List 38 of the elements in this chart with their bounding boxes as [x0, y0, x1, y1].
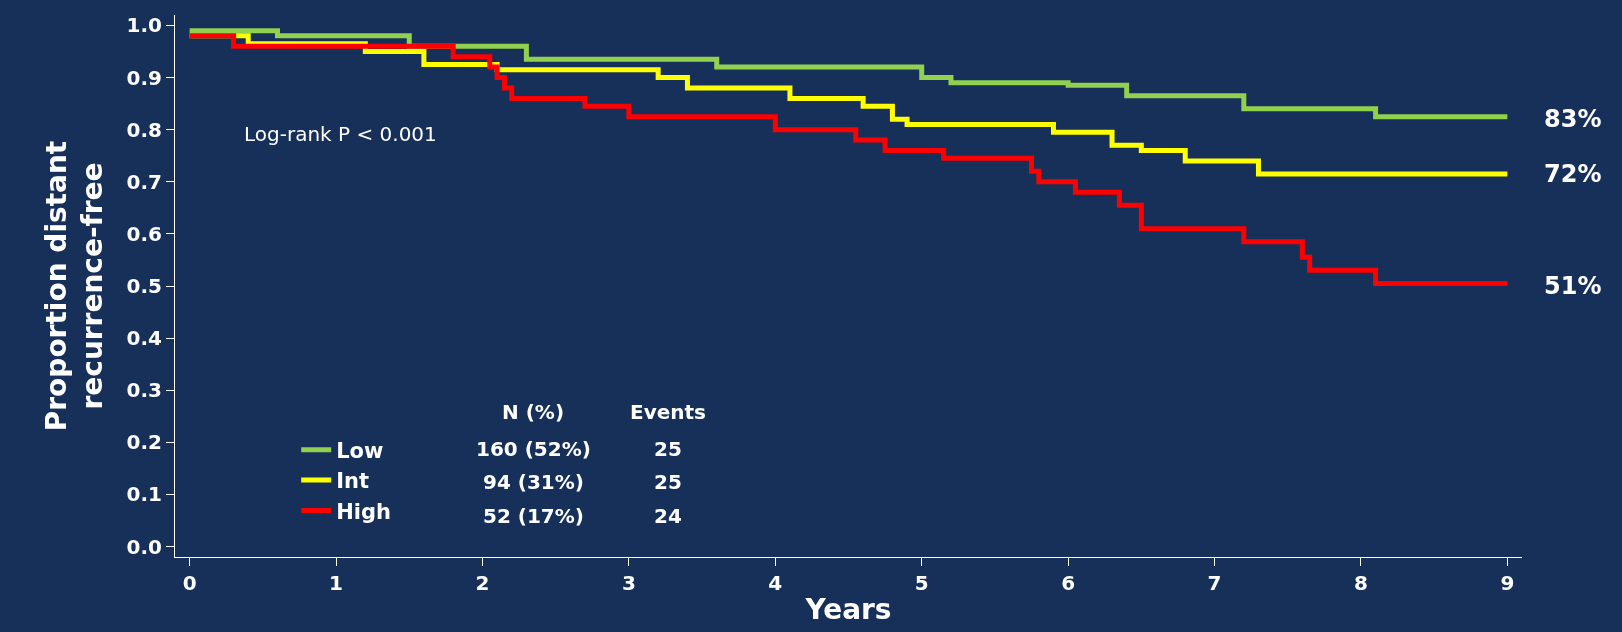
- annotation: 94 (31%): [483, 470, 584, 494]
- annotation: 160 (52%): [476, 437, 591, 461]
- annotation: 24: [654, 504, 682, 528]
- x-axis-title: Years: [804, 593, 892, 627]
- annotation: Log-rank P < 0.001: [244, 122, 437, 146]
- x-tick-label: 9: [1500, 571, 1515, 595]
- y-tick-label: 0.2: [126, 430, 162, 455]
- annotation: 52 (17%): [483, 504, 584, 528]
- x-tick-label: 8: [1353, 571, 1368, 595]
- x-tick-label: 6: [1061, 571, 1076, 595]
- y-tick-label: 1.0: [126, 13, 162, 38]
- x-tick-label: 2: [475, 571, 490, 595]
- y-tick-label: 0.3: [126, 378, 162, 403]
- annotation: 25: [654, 470, 682, 494]
- y-tick-label: 0.7: [126, 169, 162, 194]
- legend-label: Low: [336, 438, 384, 463]
- x-tick-label: 0: [182, 571, 197, 595]
- y-tick-label: 0.6: [126, 221, 162, 246]
- y-tick-label: 0.1: [126, 482, 162, 507]
- y-tick-label: 0.9: [126, 65, 162, 90]
- y-tick-label: 0.8: [126, 117, 162, 142]
- annotation: N (%): [502, 400, 565, 424]
- text: 72%: [1544, 160, 1602, 188]
- legend-label: High: [336, 499, 391, 524]
- x-tick-label: 1: [329, 571, 344, 595]
- y-tick-label: 0.0: [126, 534, 162, 559]
- text: 83%: [1544, 105, 1602, 133]
- y-tick-label: 0.5: [126, 274, 162, 298]
- annotation: Events: [630, 400, 706, 424]
- x-tick-label: 7: [1207, 571, 1222, 595]
- y-tick-label: 0.4: [126, 326, 162, 351]
- x-tick-label: 4: [768, 571, 783, 595]
- legend-label: Int: [336, 469, 370, 494]
- y-axis-title: Proportion distant recurrence-free: [39, 140, 110, 432]
- x-tick-label: 5: [914, 571, 929, 595]
- text: 51%: [1544, 272, 1602, 300]
- x-tick-label: 3: [621, 571, 636, 595]
- annotation: 25: [654, 437, 682, 461]
